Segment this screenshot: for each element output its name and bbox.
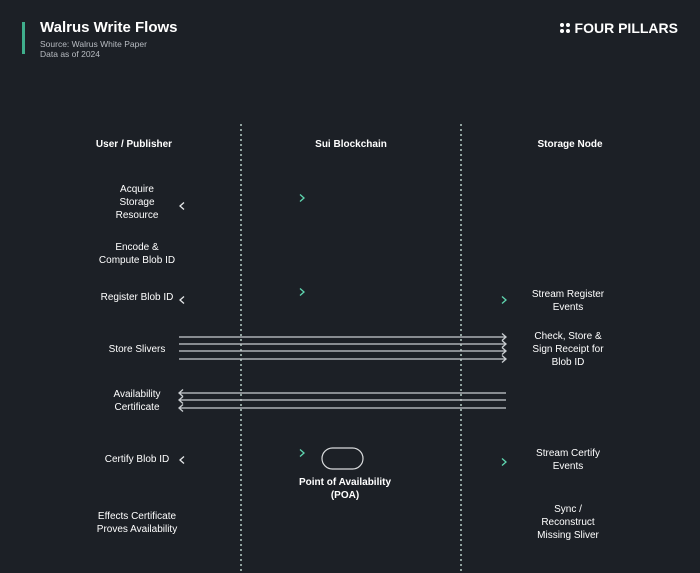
step-label: Effects Certificate Proves Availability bbox=[96, 511, 178, 535]
storage-node-label: Stream Register Events bbox=[531, 289, 605, 313]
source-text: Source: Walrus White Paper bbox=[40, 39, 147, 49]
column-user-publisher: User / Publisher bbox=[95, 139, 173, 150]
poa-label: Point of Availability (POA) bbox=[298, 477, 392, 501]
flow-arrow bbox=[180, 288, 305, 296]
flow-arrow bbox=[179, 340, 507, 348]
flow-arrow bbox=[178, 396, 506, 404]
flow-arrow bbox=[180, 449, 305, 457]
storage-node-label: Check, Store & Sign Receipt for Blob ID bbox=[532, 331, 604, 368]
storage-node-label: Stream Certify Events bbox=[536, 448, 600, 472]
step-label: Acquire Storage Resource bbox=[115, 184, 159, 221]
flow-arrow bbox=[178, 404, 506, 412]
step-label: Encode & Compute Blob ID bbox=[98, 242, 176, 266]
flow-arrow bbox=[382, 296, 507, 304]
brand-logo: FOUR PILLARS bbox=[559, 20, 678, 36]
brand-name: FOUR PILLARS bbox=[574, 20, 678, 36]
column-sui-blockchain: Sui Blockchain bbox=[315, 139, 387, 150]
step-label: Certify Blob ID bbox=[104, 454, 170, 465]
flow-arrow bbox=[179, 202, 304, 210]
storage-node-label: Sync / Reconstruct Missing Sliver bbox=[537, 504, 599, 541]
poa-marker bbox=[321, 447, 364, 470]
flow-arrow bbox=[179, 296, 304, 304]
accent-bar bbox=[22, 22, 25, 54]
flow-arrow bbox=[179, 347, 507, 355]
flow-arrow bbox=[178, 389, 506, 397]
step-label: Register Blob ID bbox=[100, 292, 174, 303]
page-title: Walrus Write Flows bbox=[40, 19, 178, 36]
flow-arrow bbox=[180, 194, 305, 202]
flow-arrow bbox=[179, 355, 507, 363]
step-label: Availability Certificate bbox=[113, 389, 161, 413]
column-storage-node: Storage Node bbox=[537, 139, 603, 150]
four-dots-icon bbox=[559, 23, 570, 33]
date-text: Data as of 2024 bbox=[40, 49, 101, 59]
flow-arrow bbox=[179, 456, 304, 464]
flow-arrow bbox=[382, 458, 507, 466]
flow-arrow bbox=[179, 333, 507, 341]
step-label: Store Slivers bbox=[108, 344, 166, 355]
